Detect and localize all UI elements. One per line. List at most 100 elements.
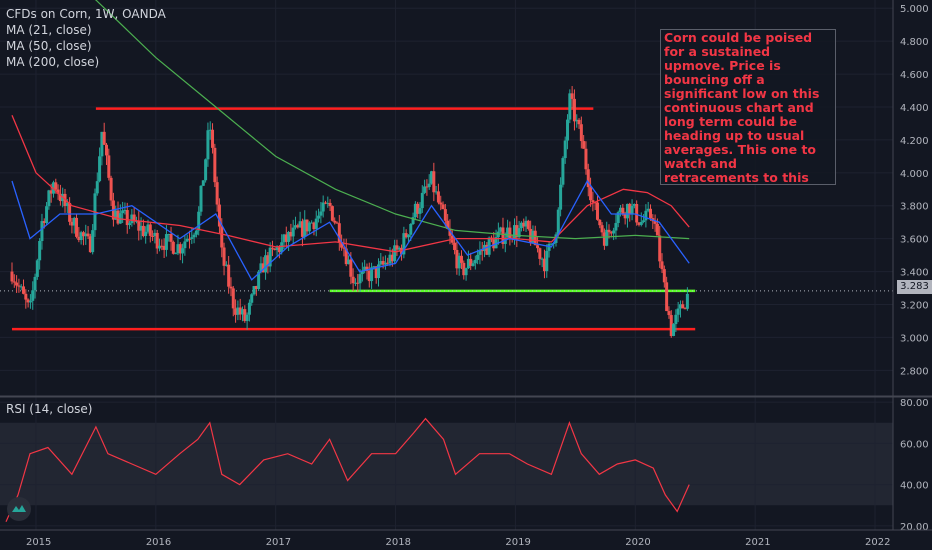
candle-body (586, 169, 590, 188)
candle-body (570, 93, 574, 99)
candle-body (254, 286, 258, 289)
time-tick-label: 2015 (26, 537, 51, 548)
candle-body (280, 242, 284, 253)
tradingview-logo-icon[interactable] (6, 496, 32, 522)
candle-body (681, 304, 685, 309)
candle-body (566, 119, 570, 141)
candle-body (579, 124, 583, 142)
level-lines (0, 107, 893, 331)
price-tick-label: 3.200 (900, 300, 929, 311)
candle-body (425, 186, 429, 188)
candle-body (268, 247, 272, 267)
candle-body (494, 237, 498, 249)
chart-title[interactable]: CFDs on Corn, 1W, OANDA (6, 7, 166, 21)
candle-body (404, 233, 408, 238)
candle-body (319, 211, 323, 216)
candle-body (275, 247, 279, 251)
candles (10, 86, 689, 338)
candle-body (464, 268, 468, 276)
candle-body (499, 227, 503, 232)
candle-body (653, 221, 657, 224)
candle-body (19, 286, 23, 288)
candle-body (134, 220, 138, 222)
candle-body (469, 258, 473, 266)
candle-body (139, 225, 143, 231)
candle-body (26, 299, 30, 303)
candle-body (536, 245, 540, 249)
candle-body (77, 236, 81, 241)
candle-body (621, 207, 625, 214)
candle-body (42, 221, 46, 223)
legend-ma21[interactable]: MA (21, close) (6, 23, 92, 37)
candle-body (423, 186, 427, 193)
candle-body (282, 234, 286, 243)
candle-body (639, 221, 643, 225)
candle-body (485, 244, 489, 255)
candle-body (201, 180, 205, 186)
candle-body (178, 244, 182, 254)
candle-body (167, 234, 171, 236)
candle-body (455, 250, 459, 269)
candle-body (337, 223, 341, 243)
candle-body (314, 218, 318, 230)
candle-body (406, 234, 410, 238)
legend-ma50[interactable]: MA (50, close) (6, 39, 92, 53)
candle-body (572, 98, 576, 122)
annotation-note[interactable]: Corn could be poised for a sustained upm… (660, 29, 836, 185)
candle-body (229, 286, 233, 289)
candle-body (376, 264, 380, 279)
candle-body (176, 244, 180, 254)
candle-body (492, 239, 496, 249)
candle-body (353, 282, 357, 284)
candle-body (107, 155, 111, 178)
candle-body (291, 227, 295, 237)
candle-body (522, 222, 526, 227)
candle-body (519, 222, 523, 229)
candle-body (330, 206, 334, 221)
ma21-line (11, 179, 690, 281)
candle-body (630, 205, 634, 215)
candle-body (174, 253, 178, 255)
candle-body (183, 241, 187, 249)
candle-body (328, 202, 332, 207)
candle-body (238, 307, 242, 315)
candle-body (277, 247, 281, 253)
rsi-legend[interactable]: RSI (14, close) (6, 402, 93, 416)
candle-body (33, 276, 37, 291)
candle-body (310, 222, 314, 224)
moving-averages (11, 0, 690, 281)
price-tick-label: 4.000 (900, 169, 929, 180)
time-tick-label: 2020 (625, 537, 650, 548)
candle-body (215, 182, 219, 205)
time-tick-label: 2019 (505, 537, 530, 548)
candle-body (589, 187, 593, 201)
candle-body (220, 226, 224, 248)
candle-body (303, 219, 307, 237)
candle-body (575, 119, 579, 122)
legend-ma200[interactable]: MA (200, close) (6, 55, 100, 69)
candle-body (261, 263, 265, 273)
price-tick-label: 4.800 (900, 37, 929, 48)
candle-body (644, 210, 648, 221)
candle-body (114, 210, 118, 220)
candle-body (547, 243, 551, 251)
price-tick-label: 4.200 (900, 136, 929, 147)
candle-body (296, 225, 300, 228)
candle-body (365, 266, 369, 272)
candle-body (556, 209, 560, 235)
candle-body (351, 276, 355, 284)
candle-body (305, 219, 309, 232)
candle-body (602, 232, 606, 246)
candle-body (649, 208, 653, 219)
time-tick-label: 2016 (146, 537, 171, 548)
rsi-band (0, 422, 893, 506)
rsi-tick-label: 40.00 (900, 481, 929, 492)
candle-body (471, 263, 475, 266)
candle-body (247, 302, 251, 315)
price-tick-label: 3.400 (900, 268, 929, 279)
candle-body (561, 158, 565, 185)
candle-body (577, 119, 581, 125)
candle-body (95, 181, 99, 194)
